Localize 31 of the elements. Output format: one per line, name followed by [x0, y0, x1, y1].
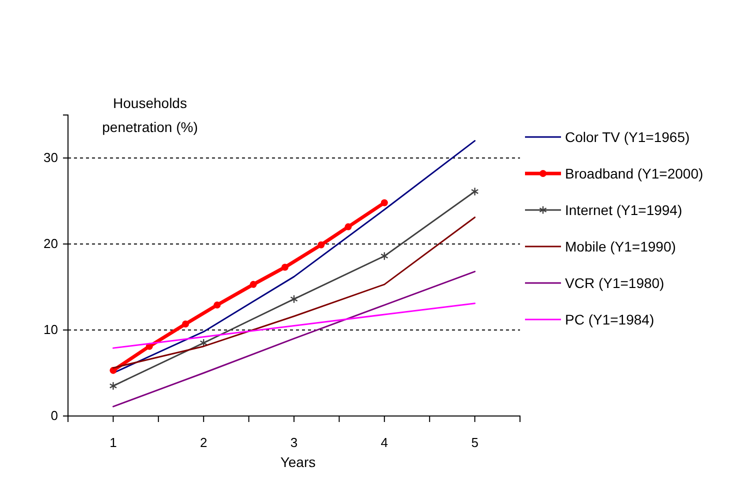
line-series: [112, 302, 476, 349]
x-tick-label: 1: [110, 435, 117, 450]
point: [344, 223, 352, 230]
point: [200, 338, 208, 348]
x-tick-label: 3: [290, 435, 298, 450]
legend-label: Broadband (Y1=2000): [565, 165, 704, 182]
legend-label: Mobile (Y1=1990): [565, 238, 676, 254]
point: [250, 280, 257, 288]
y-tick-label: 30: [44, 150, 58, 166]
point: [281, 264, 288, 271]
y-tick-label: 20: [44, 236, 58, 252]
line-series: [112, 270, 476, 408]
legend-label: PC (Y1=1984): [565, 311, 654, 328]
point: [182, 320, 190, 328]
point: [109, 382, 118, 390]
x-tick-label: 5: [471, 435, 478, 450]
legend-label: Internet (Y1=1994): [565, 202, 682, 218]
point: [380, 252, 388, 260]
point: [318, 241, 325, 248]
x-tick-label: 2: [200, 435, 208, 450]
x-axis-title: Years: [280, 454, 316, 470]
legend-label: VCR (Y1=1980): [565, 274, 664, 291]
point: [290, 294, 298, 304]
point: [214, 302, 221, 309]
y-axis-title: Households penetration (%): [102, 95, 198, 135]
point: [380, 199, 388, 206]
legend-label: Color TV (Y1=1965): [565, 128, 690, 145]
y-tick-label: 0: [50, 408, 58, 424]
y-tick-label: 10: [44, 322, 58, 338]
x-tick-label: 4: [380, 435, 388, 450]
point: [470, 187, 479, 196]
